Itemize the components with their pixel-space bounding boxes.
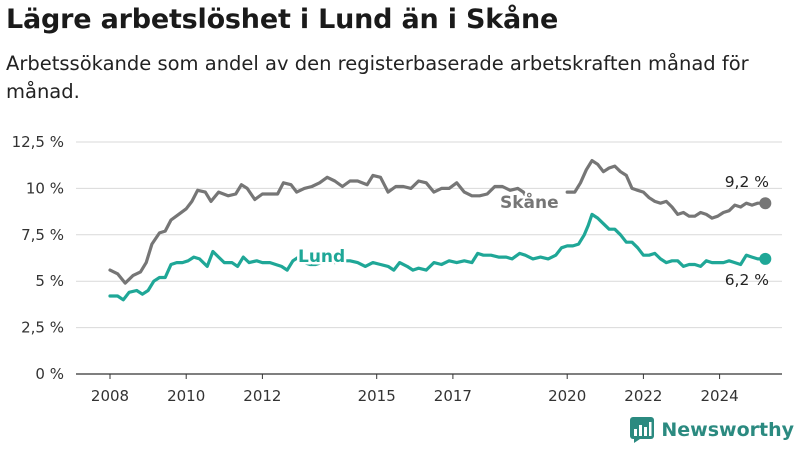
x-tick-label: 2010: [167, 387, 205, 405]
series-line-skane: [108, 173, 531, 285]
x-tick-label: 2022: [624, 387, 662, 405]
x-tick-label: 2008: [91, 387, 129, 405]
bar-chart-logo-icon: [630, 417, 655, 443]
y-tick-label: 10 %: [26, 179, 64, 197]
brand-name: Newsworthy: [661, 419, 794, 441]
series-label-lund: Lund: [298, 247, 345, 267]
gridlines: [76, 141, 782, 329]
series-labels: Skåne Lund 9,2 % 6,2 %: [296, 173, 770, 289]
end-label-skane: 9,2 %: [725, 173, 769, 191]
chart-title: Lägre arbetslöshet i Lund än i Skåne: [6, 4, 559, 35]
x-tick-label: 2015: [358, 387, 396, 405]
x-tick-label: 2012: [243, 387, 281, 405]
axes: 0 % 2,5 % 5 % 7,5 % 10 % 12,5 % 2008 2010 2012 20…: [12, 133, 782, 405]
end-point-skane: [759, 197, 772, 210]
series-lines: [108, 159, 772, 302]
series-line-lund: [108, 212, 767, 302]
x-tick-label: 2017: [434, 387, 472, 405]
x-tick-label: 2024: [701, 387, 739, 405]
x-tick-label: 2020: [548, 387, 586, 405]
y-tick-label: 12,5 %: [12, 133, 64, 151]
y-tick-label: 2,5 %: [21, 319, 64, 337]
y-tick-label: 5 %: [35, 272, 64, 290]
y-tick-label: 0 %: [35, 365, 64, 383]
y-tick-label: 7,5 %: [21, 226, 64, 244]
end-point-lund: [759, 252, 772, 265]
end-label-lund: 6,2 %: [725, 271, 769, 289]
series-label-skane: Skåne: [500, 191, 559, 213]
newsworthy-brand: Newsworthy: [629, 416, 794, 444]
series-line-skane: [565, 159, 767, 220]
chart-subtitle: Arbetssökande som andel av den registerb…: [6, 52, 749, 103]
